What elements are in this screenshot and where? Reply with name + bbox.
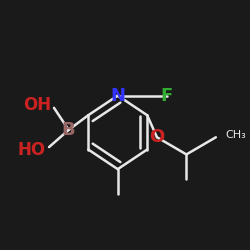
Text: HO: HO bbox=[18, 140, 46, 158]
Text: F: F bbox=[161, 86, 173, 104]
Text: OH: OH bbox=[23, 96, 51, 114]
Text: CH₃: CH₃ bbox=[226, 130, 246, 140]
Text: O: O bbox=[149, 128, 164, 146]
Text: N: N bbox=[110, 86, 125, 104]
Text: B: B bbox=[62, 121, 76, 139]
